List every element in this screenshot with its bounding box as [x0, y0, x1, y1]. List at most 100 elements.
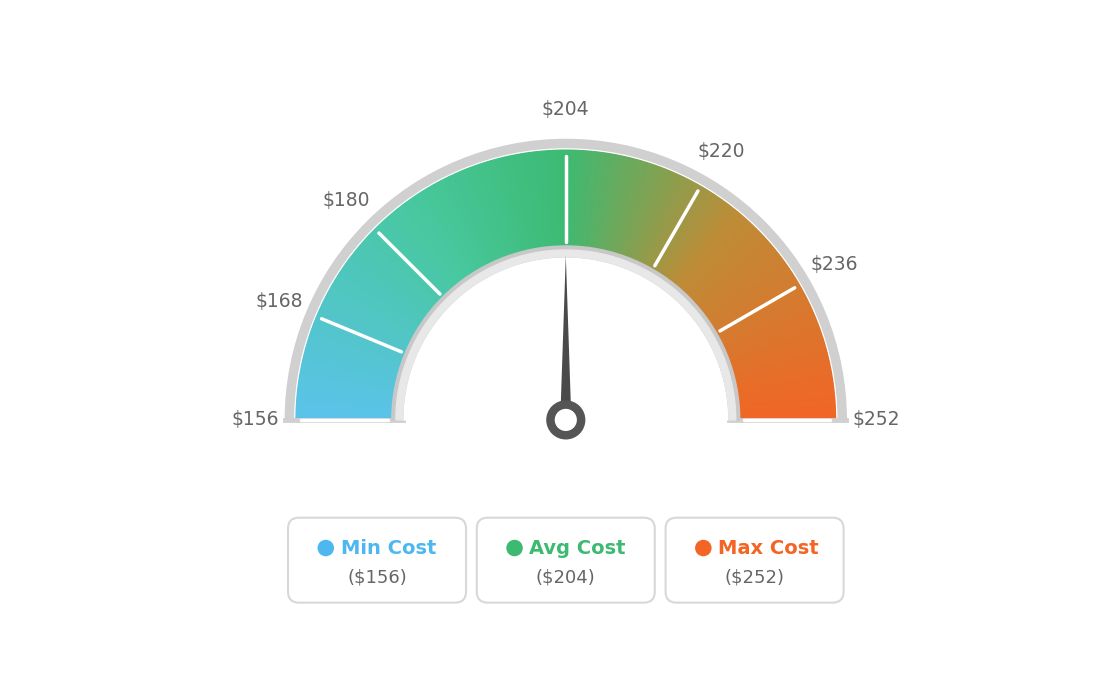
Wedge shape	[394, 210, 460, 291]
Wedge shape	[368, 235, 444, 307]
Wedge shape	[297, 400, 399, 409]
Wedge shape	[591, 153, 608, 255]
Wedge shape	[733, 403, 835, 411]
Wedge shape	[297, 403, 399, 411]
Wedge shape	[396, 250, 735, 420]
Wedge shape	[373, 229, 447, 303]
Wedge shape	[450, 175, 496, 268]
Wedge shape	[662, 200, 724, 285]
Wedge shape	[604, 157, 630, 257]
Wedge shape	[678, 219, 749, 297]
Wedge shape	[702, 264, 787, 324]
Wedge shape	[563, 150, 566, 253]
Wedge shape	[598, 155, 622, 257]
Wedge shape	[626, 168, 665, 264]
Wedge shape	[644, 181, 693, 273]
Text: $168: $168	[255, 292, 302, 310]
Wedge shape	[541, 151, 552, 253]
Wedge shape	[571, 150, 577, 253]
Wedge shape	[360, 244, 439, 312]
Wedge shape	[344, 264, 429, 324]
Wedge shape	[475, 165, 511, 263]
Wedge shape	[567, 150, 572, 253]
Wedge shape	[298, 386, 400, 401]
Wedge shape	[623, 166, 660, 263]
Text: $220: $220	[697, 142, 744, 161]
Wedge shape	[714, 297, 807, 346]
Wedge shape	[728, 353, 828, 380]
Wedge shape	[529, 152, 545, 254]
Wedge shape	[318, 310, 413, 353]
Wedge shape	[300, 372, 401, 392]
Wedge shape	[401, 205, 465, 288]
Wedge shape	[296, 406, 399, 413]
Text: Avg Cost: Avg Cost	[530, 538, 626, 558]
Wedge shape	[733, 411, 836, 417]
Wedge shape	[703, 266, 789, 326]
Wedge shape	[485, 161, 518, 260]
Wedge shape	[732, 392, 835, 404]
Wedge shape	[715, 300, 808, 347]
Wedge shape	[311, 328, 408, 365]
Wedge shape	[456, 172, 499, 267]
Wedge shape	[732, 386, 834, 401]
Wedge shape	[538, 151, 550, 254]
Wedge shape	[329, 288, 421, 339]
Wedge shape	[732, 389, 834, 402]
Wedge shape	[582, 151, 594, 254]
Wedge shape	[477, 164, 512, 262]
Wedge shape	[340, 270, 426, 329]
Circle shape	[507, 540, 522, 555]
Wedge shape	[410, 199, 470, 284]
Wedge shape	[337, 275, 425, 332]
Wedge shape	[733, 408, 836, 415]
Wedge shape	[578, 151, 588, 253]
Wedge shape	[314, 324, 410, 362]
Text: $180: $180	[322, 191, 370, 210]
FancyBboxPatch shape	[288, 518, 466, 602]
Wedge shape	[378, 225, 450, 300]
Wedge shape	[720, 315, 816, 357]
Wedge shape	[583, 152, 597, 254]
Wedge shape	[634, 174, 678, 268]
Wedge shape	[730, 369, 831, 391]
Wedge shape	[424, 189, 479, 278]
Wedge shape	[482, 163, 516, 261]
Wedge shape	[434, 184, 486, 274]
Wedge shape	[348, 259, 432, 322]
Wedge shape	[534, 152, 549, 254]
Wedge shape	[586, 152, 603, 254]
Wedge shape	[325, 297, 417, 346]
Wedge shape	[414, 195, 474, 282]
Wedge shape	[570, 150, 574, 253]
Wedge shape	[688, 235, 764, 307]
Wedge shape	[693, 246, 774, 313]
Wedge shape	[722, 324, 818, 362]
Wedge shape	[675, 216, 744, 295]
Wedge shape	[332, 283, 422, 336]
Wedge shape	[733, 417, 836, 420]
Wedge shape	[611, 160, 641, 259]
Wedge shape	[630, 171, 673, 266]
Polygon shape	[560, 255, 572, 431]
Wedge shape	[730, 366, 830, 388]
Wedge shape	[588, 152, 605, 255]
Text: Max Cost: Max Cost	[719, 538, 819, 558]
Wedge shape	[711, 285, 800, 338]
Wedge shape	[679, 221, 751, 298]
Wedge shape	[720, 313, 815, 355]
Wedge shape	[721, 321, 818, 360]
Wedge shape	[317, 313, 412, 355]
Wedge shape	[448, 176, 495, 269]
FancyBboxPatch shape	[477, 518, 655, 602]
Wedge shape	[521, 154, 540, 255]
Wedge shape	[438, 181, 488, 273]
Wedge shape	[595, 155, 616, 256]
Wedge shape	[328, 290, 420, 341]
Circle shape	[696, 540, 711, 555]
Wedge shape	[307, 342, 406, 373]
FancyBboxPatch shape	[666, 518, 843, 602]
Wedge shape	[369, 233, 445, 306]
Wedge shape	[732, 384, 834, 399]
Wedge shape	[363, 239, 442, 309]
